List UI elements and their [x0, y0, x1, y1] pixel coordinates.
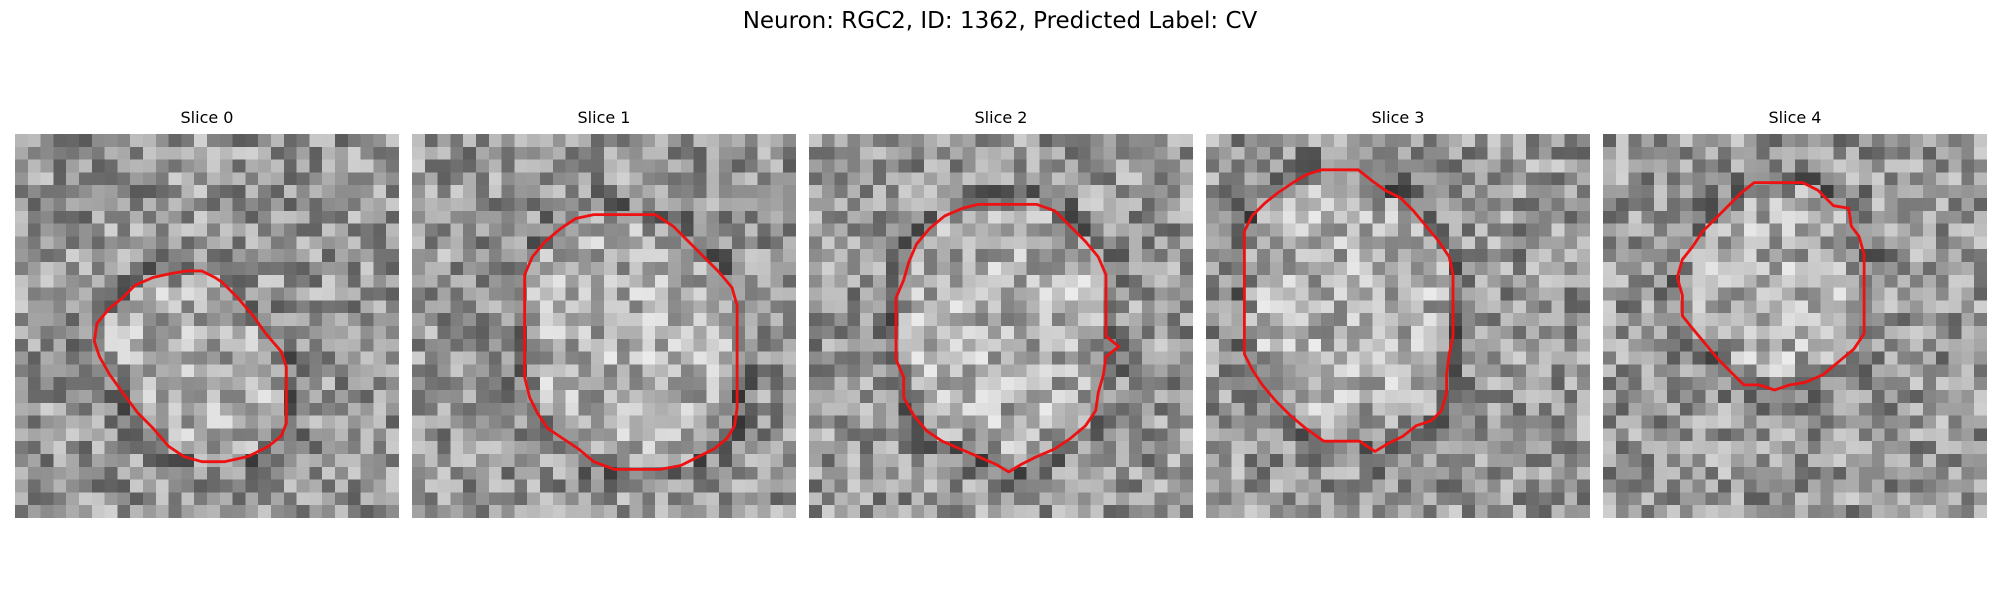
cell-contour: [1675, 181, 1866, 392]
cell-contour: [894, 202, 1121, 474]
figure-title: Neuron: RGC2, ID: 1362, Predicted Label:…: [742, 8, 1258, 34]
slice-title: Slice 4: [1768, 108, 1822, 127]
cell-contour: [523, 213, 739, 471]
slice-image: [1603, 134, 1987, 518]
slice-panel-4: Slice 4: [1603, 108, 1987, 518]
slice-image: [1206, 134, 1590, 518]
slice-panel-0: Slice 0: [15, 108, 399, 518]
slice-title: Slice 3: [1371, 108, 1425, 127]
cell-contour: [1242, 168, 1455, 453]
slice-panel-2: Slice 2: [809, 108, 1193, 518]
slice-title: Slice 2: [974, 108, 1028, 127]
slice-panel-3: Slice 3: [1206, 108, 1590, 518]
slice-panel-1: Slice 1: [412, 108, 796, 518]
cell-contour: [92, 269, 288, 464]
slice-image: [809, 134, 1193, 518]
slice-title: Slice 1: [577, 108, 631, 127]
slice-image: [15, 134, 399, 518]
slice-title: Slice 0: [180, 108, 234, 127]
slice-image: [412, 134, 796, 518]
